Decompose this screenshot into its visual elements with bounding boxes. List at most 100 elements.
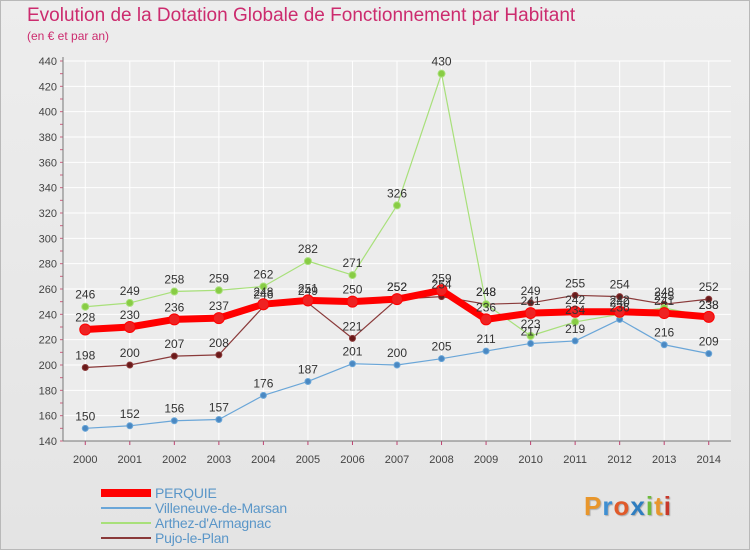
data-point-perquie [569,305,582,318]
data-point-villeneuve-de-marsan [126,422,134,430]
data-point-villeneuve-de-marsan [348,360,356,368]
data-label-arthez-d-armagnac: 240 [610,295,630,309]
data-label-arthez-d-armagnac: 282 [298,242,318,256]
data-point-arthez-d-armagnac [571,317,580,326]
data-label-pujo-le-plan: 255 [565,276,585,290]
y-tick-label: 420 [39,81,57,93]
y-tick-label: 360 [39,157,57,169]
chart-subtitle: (en € et par an) [27,29,110,43]
data-point-perquie [301,294,314,307]
x-tick-label: 2013 [652,454,676,466]
data-label-perquie: 252 [387,280,407,294]
data-label-pujo-le-plan: 207 [164,337,184,351]
data-point-perquie [524,307,537,320]
x-tick-label: 2004 [251,454,275,466]
x-tick-label: 2010 [518,454,542,466]
data-point-arthez-d-armagnac [125,298,134,307]
data-label-villeneuve-de-marsan: 200 [387,346,407,360]
data-label-villeneuve-de-marsan: 236 [610,300,630,314]
data-label-villeneuve-de-marsan: 205 [432,340,452,354]
y-tick-label: 340 [39,183,57,195]
data-label-arthez-d-armagnac: 258 [164,273,184,287]
data-point-perquie [79,323,92,336]
data-point-pujo-le-plan [81,364,89,372]
data-point-perquie [435,284,448,297]
y-tick-label: 300 [39,233,57,245]
data-label-arthez-d-armagnac: 259 [209,271,229,285]
x-tick-label: 2006 [340,454,364,466]
data-point-villeneuve-de-marsan [170,417,178,425]
data-label-villeneuve-de-marsan: 219 [565,322,585,336]
data-label-perquie: 250 [342,283,362,297]
x-tick-label: 2011 [563,454,587,466]
legend-label: Arthez-d'Armagnac [155,514,271,531]
legend-swatch [101,521,151,524]
data-label-perquie: 236 [164,300,184,314]
legend-label: Pujo-le-Plan [155,529,229,546]
legend-label: PERQUIE [155,484,217,501]
data-label-perquie: 230 [120,308,140,322]
data-point-pujo-le-plan [170,352,178,360]
data-label-villeneuve-de-marsan: 211 [476,332,495,346]
legend-swatch [101,506,151,509]
data-label-arthez-d-armagnac: 246 [75,288,95,302]
data-label-arthez-d-armagnac: 245 [654,289,674,303]
legend-swatch [101,488,151,497]
data-point-perquie [613,305,626,318]
data-point-arthez-d-armagnac [437,69,446,78]
data-label-villeneuve-de-marsan: 157 [209,400,229,414]
data-label-arthez-d-armagnac: 248 [476,285,496,299]
x-tick-label: 2003 [207,454,231,466]
data-label-perquie: 228 [75,311,95,325]
data-point-arthez-d-armagnac [259,282,268,291]
x-tick-label: 2005 [296,454,320,466]
legend-item: Villeneuve-de-Marsan [101,499,287,516]
data-point-arthez-d-armagnac [393,201,401,210]
proxiti-logo: Proxiti [584,491,672,521]
data-label-pujo-le-plan: 254 [610,278,630,292]
data-label-perquie: 242 [610,293,630,307]
x-tick-label: 2000 [73,454,97,466]
data-label-villeneuve-de-marsan: 176 [253,376,273,390]
chart-title: Evolution de la Dotation Globale de Fonc… [27,5,576,26]
data-point-arthez-d-armagnac [526,331,535,340]
legend-swatch [101,536,151,539]
data-label-pujo-le-plan: 252 [387,280,407,294]
x-tick-label: 2001 [118,454,142,466]
y-tick-label: 260 [39,284,57,296]
data-point-arthez-d-armagnac [348,271,357,280]
legend-item: Arthez-d'Armagnac [101,514,287,531]
data-label-pujo-le-plan: 254 [432,278,452,292]
data-label-arthez-d-armagnac: 271 [342,256,362,270]
legend-item: PERQUIE [101,484,287,501]
y-tick-label: 320 [39,208,57,220]
data-point-villeneuve-de-marsan [304,377,312,385]
y-tick-label: 180 [39,385,57,397]
data-point-villeneuve-de-marsan [571,337,579,345]
data-point-perquie [212,312,225,325]
data-label-perquie: 248 [253,285,273,299]
y-tick-label: 160 [39,411,57,423]
data-label-arthez-d-armagnac: 249 [120,284,140,298]
grid [63,60,731,442]
data-label-pujo-le-plan: 249 [298,284,318,298]
data-point-perquie [257,298,270,311]
data-label-arthez-d-armagnac: 326 [387,186,407,200]
data-point-pujo-le-plan [348,334,356,342]
data-label-pujo-le-plan: 246 [253,288,273,302]
data-point-arthez-d-armagnac [214,286,223,295]
series-lines [79,69,715,432]
data-point-perquie [391,293,403,306]
y-tick-label: 200 [39,360,57,372]
data-label-pujo-le-plan: 208 [209,336,229,350]
data-point-perquie [346,295,359,308]
data-point-villeneuve-de-marsan [438,355,446,363]
y-tick-label: 440 [39,56,57,68]
data-label-pujo-le-plan: 200 [120,346,140,360]
data-point-pujo-le-plan [571,291,579,299]
legend-label: Villeneuve-de-Marsan [155,499,287,516]
data-label-perquie: 251 [298,281,318,295]
data-point-villeneuve-de-marsan [705,350,713,358]
data-point-pujo-le-plan [616,293,624,301]
